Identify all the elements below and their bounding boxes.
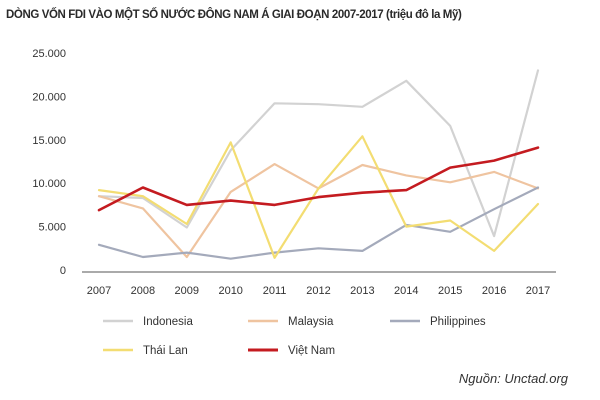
series-line-indonesia	[97, 69, 540, 238]
series-line-việt-nam	[97, 146, 540, 212]
x-tick-label: 2016	[482, 285, 506, 297]
chart-title: DÒNG VỐN FDI VÀO MỘT SỐ NƯỚC ĐÔNG NAM Á …	[6, 9, 462, 21]
legend-label: Thái Lan	[143, 345, 188, 357]
x-axis: 2007 2008 2009 2010 2011 2012 2013 2014 2015 2016…	[82, 271, 556, 297]
y-tick-label: 20.000	[32, 91, 66, 103]
x-tick-label: 2013	[350, 285, 374, 297]
x-tick-label: 2009	[175, 285, 199, 297]
y-tick-label: 5.000	[38, 222, 66, 234]
legend-label: Indonesia	[143, 316, 193, 328]
x-tick-label: 2014	[394, 285, 418, 297]
source-note: Nguồn: Unctad.org	[458, 371, 568, 386]
y-axis: 0 5.000 10.000 15.000 20.000 25.000	[32, 48, 66, 277]
x-tick-label: 2017	[526, 285, 550, 297]
series-line-thái-lan	[97, 135, 540, 259]
x-tick-label: 2007	[87, 285, 111, 297]
x-tick-label: 2012	[306, 285, 330, 297]
legend-label: Philippines	[430, 316, 486, 328]
series-line-philippines	[97, 186, 540, 260]
x-tick-label: 2010	[218, 285, 242, 297]
legend-label: Việt Nam	[288, 345, 335, 357]
x-tick-label: 2011	[263, 285, 287, 297]
x-tick-label: 2015	[438, 285, 462, 297]
legend-label: Malaysia	[288, 316, 334, 328]
y-tick-label: 25.000	[32, 48, 66, 60]
x-tick-label: 2008	[131, 285, 155, 297]
y-tick-label: 15.000	[32, 135, 66, 147]
legend: Indonesia Malaysia Philippines Thái Lan Việt…	[103, 316, 486, 357]
y-tick-label: 0	[60, 265, 66, 277]
series-lines	[97, 69, 540, 260]
y-tick-label: 10.000	[32, 178, 66, 190]
